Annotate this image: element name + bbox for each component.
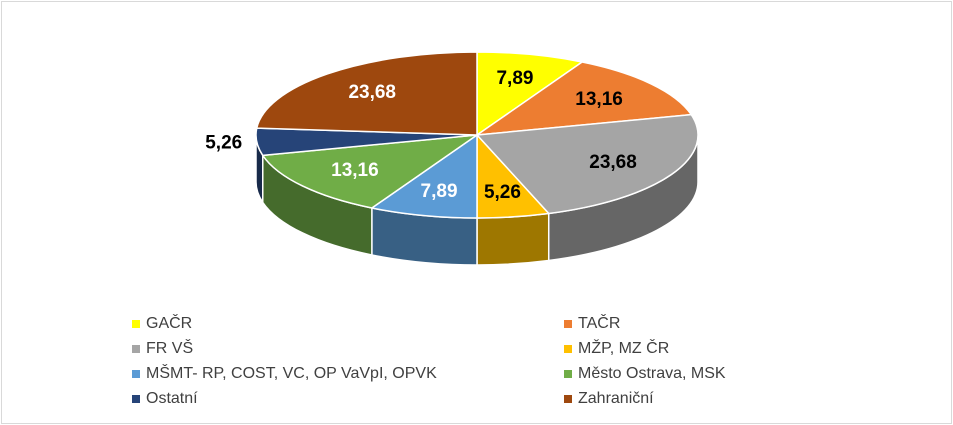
legend-label: Zahraniční bbox=[578, 390, 654, 407]
legend-label: MŠMT- RP, COST, VC, OP VaVpI, OPVK bbox=[146, 365, 437, 382]
pie-slice-2 bbox=[476, 113, 699, 215]
pie-labels: 7,89 13,16 23,68 5,26 7,89 13,16 5,26 23,68 bbox=[205, 68, 637, 203]
pie-side-3 bbox=[476, 212, 550, 266]
legend-item: MŠMT- RP, COST, VC, OP VaVpI, OPVK bbox=[132, 364, 564, 384]
pie-slice-0 bbox=[476, 51, 583, 136]
legend-label: FR VŠ bbox=[146, 340, 194, 357]
legend-item: Zahraniční bbox=[564, 389, 852, 409]
legend-swatch bbox=[564, 320, 572, 328]
legend: GAČR TAČR FR VŠ MŽP, MZ ČR MŠMT- RP, COST, V… bbox=[132, 314, 852, 409]
legend-swatch bbox=[132, 320, 140, 328]
pie-tops bbox=[255, 51, 699, 219]
legend-item: Město Ostrava, MSK bbox=[564, 364, 852, 384]
legend-item: TAČR bbox=[564, 314, 852, 334]
legend-swatch bbox=[132, 370, 140, 378]
legend-label: MŽP, MZ ČR bbox=[578, 340, 670, 357]
pie-slice-4 bbox=[371, 134, 478, 219]
pie-slice-1 bbox=[476, 61, 692, 136]
data-label-6: 5,26 bbox=[205, 132, 242, 153]
legend-label: Ostatní bbox=[146, 390, 198, 407]
pie-slice-5 bbox=[262, 134, 478, 209]
legend-item: GAČR bbox=[132, 314, 564, 334]
legend-swatch bbox=[132, 345, 140, 353]
data-label-7: 23,68 bbox=[348, 82, 396, 103]
data-label-5: 13,16 bbox=[331, 160, 379, 181]
data-label-2: 23,68 bbox=[589, 152, 637, 173]
legend-label: GAČR bbox=[146, 315, 193, 332]
legend-swatch bbox=[564, 395, 572, 403]
legend-swatch bbox=[564, 370, 572, 378]
data-label-3: 5,26 bbox=[484, 182, 521, 203]
legend-label: Město Ostrava, MSK bbox=[578, 365, 726, 382]
legend-item: FR VŠ bbox=[132, 339, 564, 359]
legend-label: TAČR bbox=[578, 315, 621, 332]
legend-item: MŽP, MZ ČR bbox=[564, 339, 852, 359]
legend-swatch bbox=[132, 395, 140, 403]
data-label-0: 7,89 bbox=[496, 68, 533, 89]
legend-swatch bbox=[564, 345, 572, 353]
data-label-4: 7,89 bbox=[421, 181, 458, 202]
data-label-1: 13,16 bbox=[575, 89, 623, 110]
pie-slice-7 bbox=[256, 51, 478, 136]
legend-item: Ostatní bbox=[132, 389, 564, 409]
